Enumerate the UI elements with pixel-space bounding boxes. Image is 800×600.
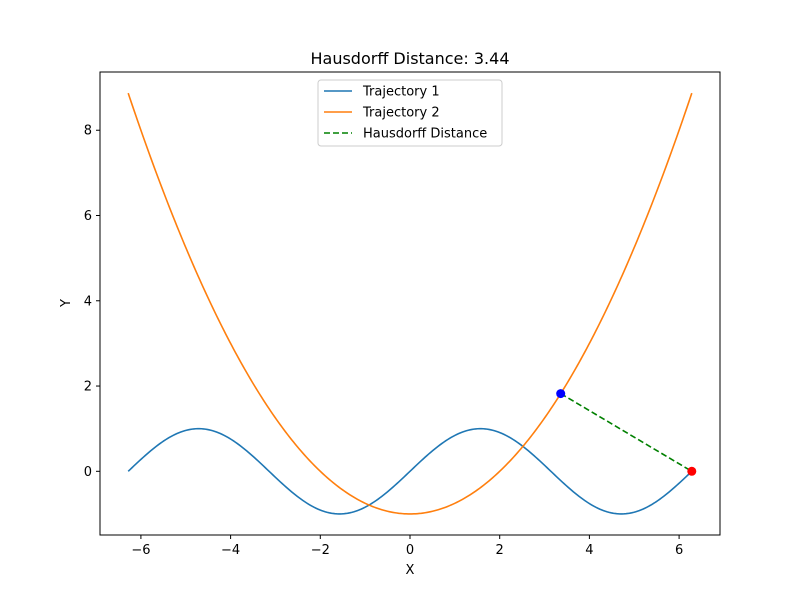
x-tick-label-2: −2 xyxy=(311,543,330,558)
x-tick-label-6: 6 xyxy=(675,543,683,558)
x-tick-label-0: −6 xyxy=(131,543,150,558)
x-tick-label-4: 2 xyxy=(496,543,504,558)
x-axis-label: X xyxy=(406,563,415,578)
legend-label-3: Hausdorff Distance xyxy=(363,127,487,142)
y-tick-label-2: 4 xyxy=(84,294,92,309)
marker-point-1 xyxy=(556,389,566,399)
x-tick-label-1: −4 xyxy=(221,543,240,558)
y-tick-label-0: 0 xyxy=(84,465,92,480)
series-line-2 xyxy=(127,92,693,515)
y-tick-label-3: 6 xyxy=(84,209,92,224)
series-line-3 xyxy=(560,392,693,472)
legend-label-1: Trajectory 1 xyxy=(362,85,440,100)
legend-box xyxy=(317,79,503,147)
chart-title: Hausdorff Distance: 3.44 xyxy=(310,49,509,68)
y-axis-label: Y xyxy=(59,299,74,308)
y-tick-label-1: 2 xyxy=(84,380,92,395)
x-tick-label-5: 4 xyxy=(585,543,593,558)
plot-area: −6 −4 −2 0 2 4 6 0 2 4 6 8 xyxy=(84,71,721,558)
legend: Trajectory 1 Trajectory 2 Hausdorff Distan… xyxy=(317,79,503,147)
legend-label-2: Trajectory 2 xyxy=(362,106,440,121)
x-tick-label-3: 0 xyxy=(406,543,414,558)
series-line-1 xyxy=(127,427,693,515)
y-tick-label-4: 8 xyxy=(84,124,92,139)
marker-point-2 xyxy=(687,466,697,476)
